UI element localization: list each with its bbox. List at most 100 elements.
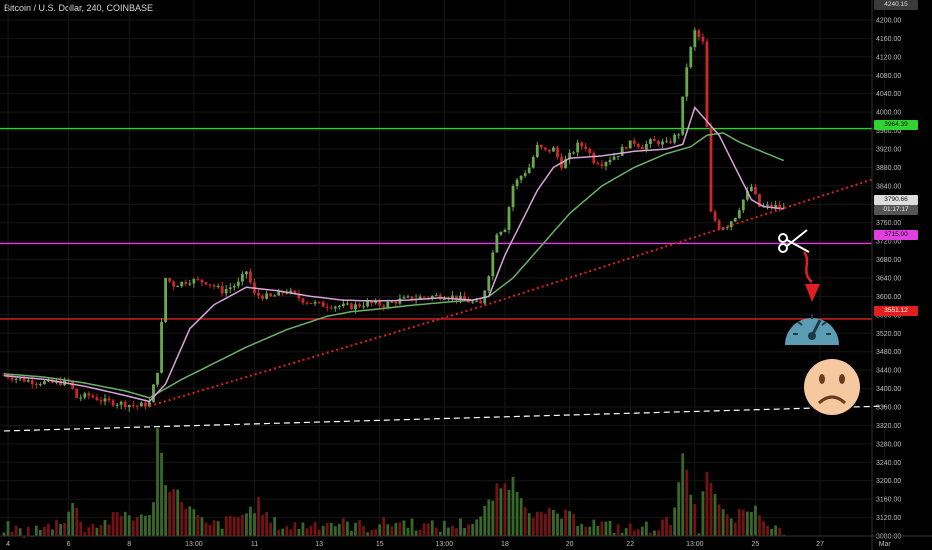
candle-body	[616, 155, 620, 157]
candle-body	[111, 400, 115, 406]
volume-bar	[204, 522, 208, 536]
y-tick-label: 4120.00	[876, 54, 901, 61]
candle-body	[580, 142, 584, 147]
volume-bar	[665, 517, 668, 536]
volume-bar	[426, 523, 430, 536]
candle-body	[220, 285, 224, 294]
candle-body	[265, 293, 268, 299]
volume-bar	[604, 521, 608, 536]
candle-body	[115, 404, 119, 406]
candle-body	[160, 321, 163, 373]
volume-bar	[778, 527, 782, 536]
candle-body	[208, 284, 212, 286]
volume-bar	[737, 508, 741, 536]
candle-body	[200, 279, 204, 283]
volume-bar	[543, 513, 547, 536]
volume-bar	[350, 531, 353, 536]
candle-body	[471, 301, 475, 303]
volume-bar	[733, 522, 737, 536]
volume-bar	[87, 527, 91, 536]
candle-body	[628, 140, 632, 149]
y-tick-label: 3320.00	[876, 423, 901, 430]
volume-bar	[564, 509, 567, 536]
volume-bar	[192, 509, 196, 536]
candle-body	[22, 378, 26, 382]
candle-body	[91, 395, 95, 398]
volume-bar	[232, 516, 236, 536]
candle-body	[240, 274, 244, 282]
y-tick-label: 3720.00	[876, 239, 901, 246]
volume-bar	[422, 523, 426, 536]
volume-bar	[180, 502, 184, 536]
volume-bar	[653, 530, 656, 536]
volume-bar	[713, 493, 717, 536]
candle-body	[754, 186, 757, 195]
candle-body	[519, 175, 523, 180]
volume-bar	[644, 521, 648, 536]
volume-bar	[59, 523, 62, 536]
volume-bar	[164, 485, 167, 536]
candle-body	[693, 30, 697, 48]
y-axis: 3080.00 3120.00 3160.00 3200.00 3240.00 3280.…	[871, 0, 901, 550]
candle-body	[350, 303, 353, 310]
volume-bar	[236, 517, 240, 536]
volume-bar	[289, 529, 293, 536]
volume-bar	[123, 511, 127, 536]
volume-bar	[677, 482, 681, 536]
volume-bar	[467, 524, 470, 536]
dashed-support-line	[3, 405, 885, 432]
volume-bar	[277, 530, 281, 536]
volume-bar	[313, 521, 317, 536]
candle-body	[180, 281, 184, 287]
candlesticks	[2, 27, 786, 412]
volume-bar	[572, 513, 576, 536]
volume-bar	[249, 506, 252, 536]
y-tick-label: 3120.00	[876, 515, 901, 522]
volume-bar	[523, 507, 527, 536]
scissors-icon	[778, 229, 810, 253]
volume-bar	[560, 518, 563, 536]
candle-body	[26, 380, 30, 382]
candle-body	[600, 164, 604, 167]
volume-bar	[657, 530, 660, 536]
candle-body	[362, 306, 365, 308]
x-tick-label: 20	[566, 541, 574, 548]
volume-bar	[649, 532, 652, 536]
volume-bar	[152, 502, 155, 536]
volume-bar	[770, 529, 773, 536]
volume-bar	[491, 500, 495, 536]
candle-body	[103, 398, 107, 402]
x-tick-label: 15	[376, 541, 384, 548]
volume-bar	[552, 509, 555, 536]
candle-body	[390, 301, 394, 303]
volume-bar	[63, 522, 66, 536]
volume-bar	[200, 517, 204, 536]
candle-body	[725, 227, 729, 229]
candle-body	[273, 295, 277, 297]
volume-bar	[341, 518, 345, 536]
candle-body	[249, 271, 252, 283]
candle-body	[426, 297, 430, 299]
candle-body	[705, 41, 709, 128]
volume-bar	[406, 527, 410, 536]
candle-body	[620, 147, 624, 156]
price-tag-countdown: 01:17:17	[874, 205, 918, 215]
x-tick-label: 6	[67, 541, 71, 548]
volume-bar	[329, 522, 333, 536]
volume-bar	[354, 522, 357, 536]
x-tick-label: Mar	[879, 541, 892, 548]
candle-body	[689, 47, 693, 68]
candle-body	[333, 306, 337, 309]
candle-body	[378, 301, 382, 306]
candle-body	[301, 298, 305, 303]
volume-bar	[358, 520, 361, 536]
volume-bar	[410, 518, 414, 536]
volume-bar	[362, 526, 365, 536]
y-tick-label: 4080.00	[876, 73, 901, 80]
volume-bar	[762, 521, 765, 536]
volume-bar	[374, 529, 378, 536]
candle-body	[657, 141, 660, 145]
volume-bar	[741, 509, 745, 536]
candle-body	[701, 36, 705, 42]
